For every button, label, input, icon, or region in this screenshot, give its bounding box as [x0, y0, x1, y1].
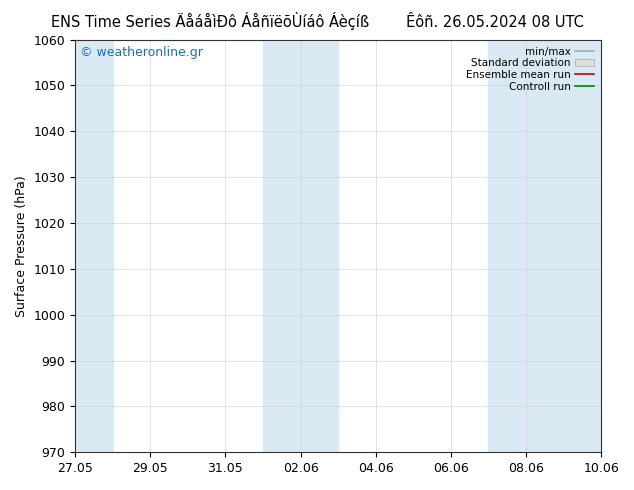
Bar	[75, 40, 113, 452]
Bar	[263, 40, 338, 452]
Bar	[488, 40, 601, 452]
Legend: min/max, Standard deviation, Ensemble mean run, Controll run: min/max, Standard deviation, Ensemble me…	[464, 45, 596, 94]
Y-axis label: Surface Pressure (hPa): Surface Pressure (hPa)	[15, 175, 28, 317]
Text: © weatheronline.gr: © weatheronline.gr	[81, 46, 204, 59]
Text: ENS Time Series ÄåáåìÐô ÁåñïëõÙíáô Áèçíß        Êôñ. 26.05.2024 08 UTC: ENS Time Series ÄåáåìÐô ÁåñïëõÙíáô Áèçíß…	[51, 12, 583, 30]
